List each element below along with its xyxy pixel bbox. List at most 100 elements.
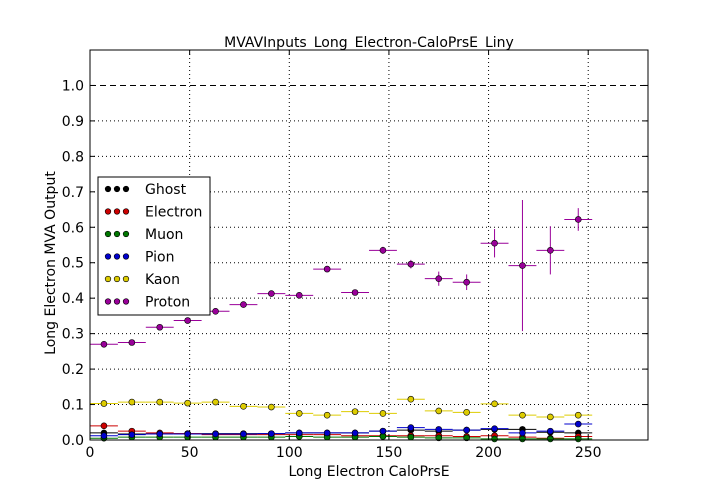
legend-label: Electron: [145, 205, 202, 221]
data-point: [156, 398, 164, 406]
data-point: [295, 410, 303, 417]
data-point: [519, 435, 526, 443]
data-point: [128, 339, 136, 346]
y-tick-label: 0.0: [62, 433, 84, 449]
data-point: [463, 426, 470, 434]
legend-marker: [113, 253, 121, 260]
data-point: [156, 323, 164, 331]
data-point: [295, 292, 303, 299]
axis-ticks: 0 50 100 150 200 250 0.0 0.1 0.2 0.3 0.4 0.5 0.6 0.7 0…: [62, 50, 648, 461]
legend-marker: [113, 298, 121, 305]
data-point: [351, 408, 359, 415]
data-point: [379, 410, 387, 417]
legend-item-kaon: Kaon: [104, 272, 180, 288]
legend-marker: [104, 208, 112, 215]
legend-item-pion: Pion: [104, 250, 174, 266]
data-point: [547, 435, 554, 443]
y-tick-label: 1.0: [62, 78, 84, 94]
data-point: [379, 247, 387, 254]
y-tick-label: 0.7: [62, 185, 84, 201]
legend-marker: [122, 253, 130, 260]
legend-marker: [104, 185, 112, 193]
data-point: [519, 411, 526, 419]
data-point: [351, 289, 359, 296]
legend-label: Muon: [145, 227, 183, 243]
data-point: [463, 409, 470, 416]
data-point: [184, 317, 191, 324]
series-proton: [90, 199, 593, 348]
data-point: [268, 403, 275, 411]
x-tick-label: 200: [475, 445, 502, 461]
data-point: [407, 395, 415, 403]
legend-box: [97, 176, 211, 316]
legend-label: Pion: [145, 250, 174, 266]
y-tick-label: 0.3: [62, 327, 84, 343]
y-tick-label: 0.6: [62, 220, 84, 236]
data-point: [435, 407, 443, 415]
data-point: [519, 429, 526, 437]
data-point: [435, 426, 443, 433]
legend-marker: [104, 230, 112, 238]
legend-marker: [113, 230, 121, 238]
data-point: [547, 413, 554, 421]
data-point: [574, 216, 582, 223]
data-point: [519, 262, 526, 269]
legend-marker: [122, 298, 130, 305]
legend-item-muon: Muon: [104, 227, 183, 243]
legend-item-ghost: Ghost: [104, 182, 187, 198]
data-point: [574, 411, 582, 419]
legend-marker: [113, 185, 121, 193]
data-point: [240, 430, 247, 438]
data-point: [240, 403, 247, 410]
x-tick-label: 100: [276, 445, 303, 461]
data-point: [323, 411, 331, 419]
data-point: [379, 427, 387, 435]
data-point: [212, 307, 219, 315]
data-point: [463, 278, 470, 286]
x-tick-label: 0: [86, 445, 95, 461]
data-point: [323, 265, 331, 273]
data-point: [100, 422, 108, 430]
legend-marker: [113, 208, 121, 215]
axes-frame: [89, 49, 649, 441]
data-point: [491, 400, 498, 408]
y-tick-label: 0.8: [62, 149, 84, 165]
legend: Ghost Electron Muon Pion Kaon Proton: [97, 176, 211, 316]
data-point: [491, 239, 498, 247]
y-tick-label: 0.9: [62, 114, 84, 130]
legend-marker: [122, 275, 130, 283]
legend-label: Proton: [145, 295, 190, 311]
data-point: [435, 275, 443, 282]
chart-title: MVAVInputs_Long_Electron-CaloPrsE_Liny: [224, 35, 514, 51]
data-point: [156, 430, 164, 438]
data-point: [100, 432, 108, 440]
series-kaon: [90, 395, 593, 421]
data-point: [407, 260, 415, 268]
legend-label: Ghost: [145, 182, 187, 198]
data-point: [268, 430, 275, 437]
y-axis-title: Long Electron MVA Output: [43, 171, 59, 355]
data-point: [128, 398, 136, 406]
x-tick-label: 150: [376, 445, 403, 461]
x-tick-label: 250: [575, 445, 602, 461]
data-point: [407, 424, 415, 431]
data-point: [184, 399, 191, 407]
data-point: [323, 429, 331, 437]
data-point: [240, 301, 247, 308]
y-tick-label: 0.2: [62, 362, 84, 378]
data-point: [100, 400, 108, 407]
legend-marker: [104, 298, 112, 305]
y-tick-label: 0.1: [62, 398, 84, 414]
legend-marker: [122, 208, 130, 215]
data-point: [212, 398, 219, 406]
legend-label: Kaon: [145, 272, 180, 288]
data-point: [435, 434, 443, 442]
data-series: [90, 199, 593, 443]
y-tick-label: 0.4: [62, 291, 84, 307]
y-tick-label: 0.5: [62, 256, 84, 272]
data-point: [100, 340, 108, 348]
data-point: [407, 433, 415, 441]
legend-item-electron: Electron: [104, 205, 202, 221]
data-point: [212, 430, 219, 438]
